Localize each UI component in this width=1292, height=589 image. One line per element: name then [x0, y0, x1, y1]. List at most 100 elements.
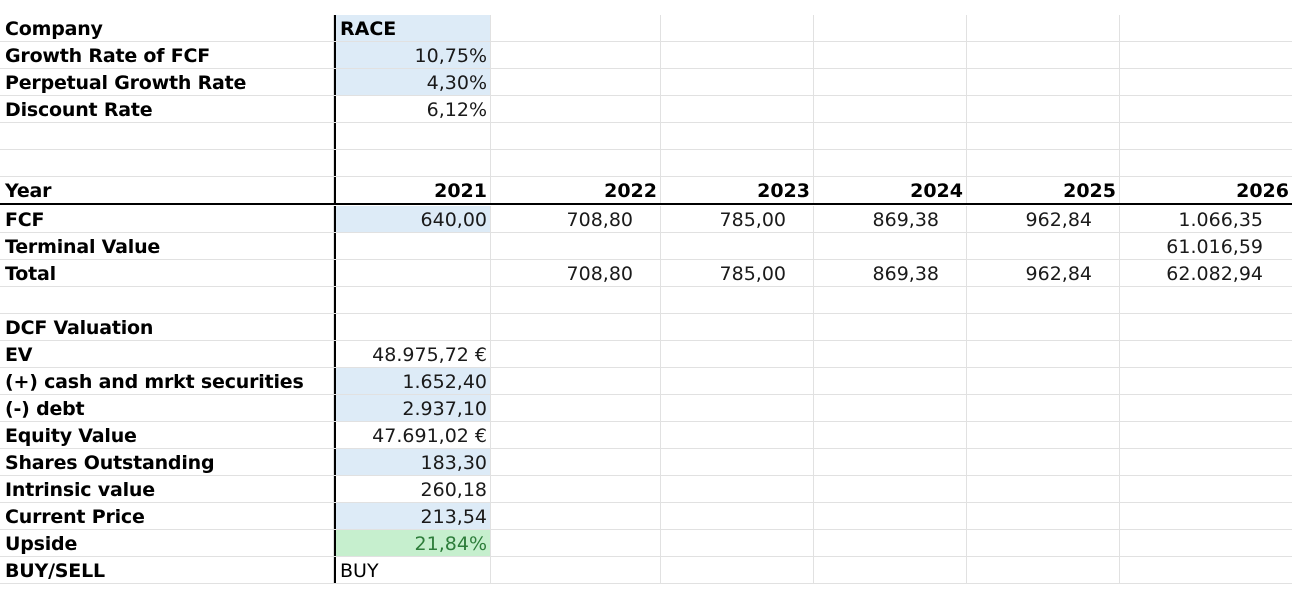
fcf-2021-cell[interactable]: 640,00: [334, 206, 491, 232]
empty-cell[interactable]: [967, 476, 1120, 502]
empty-cell[interactable]: [1120, 476, 1292, 502]
empty-cell[interactable]: [491, 530, 661, 556]
intrinsic-value-cell[interactable]: 260,18: [334, 476, 491, 502]
year-2021-header[interactable]: 2021: [334, 177, 491, 203]
empty-cell[interactable]: [0, 287, 334, 313]
empty-cell[interactable]: [661, 422, 814, 448]
empty-cell[interactable]: [814, 341, 967, 367]
empty-cell[interactable]: [1120, 449, 1292, 475]
perpetual-growth-label[interactable]: Perpetual Growth Rate: [0, 69, 334, 95]
empty-cell[interactable]: [967, 15, 1120, 41]
terminal-value-2026-cell[interactable]: 61.016,59: [1166, 236, 1263, 258]
empty-cell[interactable]: [814, 395, 967, 421]
empty-cell[interactable]: [0, 123, 334, 149]
empty-cell[interactable]: [661, 476, 814, 502]
empty-cell[interactable]: [1120, 395, 1292, 421]
empty-cell[interactable]: [1120, 150, 1292, 176]
empty-cell[interactable]: [0, 150, 334, 176]
empty-cell[interactable]: [491, 449, 661, 475]
fcf-2022-cell[interactable]: 708,80: [491, 206, 661, 232]
year-label[interactable]: Year: [0, 177, 334, 203]
fcf-2026-cell[interactable]: 1.066,35: [1178, 209, 1263, 231]
empty-cell[interactable]: [967, 422, 1120, 448]
year-2026-header[interactable]: 2026: [1236, 180, 1289, 202]
empty-cell[interactable]: [967, 395, 1120, 421]
total-2023-cell[interactable]: 785,00: [661, 260, 814, 286]
empty-cell[interactable]: [1120, 314, 1292, 340]
empty-cell[interactable]: [491, 123, 661, 149]
empty-cell[interactable]: [661, 341, 814, 367]
empty-cell[interactable]: [1120, 96, 1292, 122]
empty-cell[interactable]: [661, 503, 814, 529]
current-price-label[interactable]: Current Price: [0, 503, 334, 529]
empty-cell[interactable]: [1120, 422, 1292, 448]
empty-cell[interactable]: [1120, 368, 1292, 394]
empty-cell[interactable]: [491, 557, 661, 583]
upside-cell[interactable]: 21,84%: [334, 530, 491, 556]
empty-cell[interactable]: [1120, 503, 1292, 529]
empty-cell[interactable]: [814, 314, 967, 340]
empty-cell[interactable]: [1120, 15, 1292, 41]
empty-cell[interactable]: [1120, 341, 1292, 367]
empty-cell[interactable]: [491, 395, 661, 421]
empty-cell[interactable]: [661, 69, 814, 95]
fcf-2025-cell[interactable]: 962,84: [967, 206, 1120, 232]
empty-cell[interactable]: [967, 314, 1120, 340]
empty-cell[interactable]: [661, 395, 814, 421]
empty-cell[interactable]: [491, 341, 661, 367]
empty-cell[interactable]: [334, 123, 491, 149]
empty-cell[interactable]: [491, 503, 661, 529]
debt-label[interactable]: (-) debt: [0, 395, 334, 421]
growth-rate-label[interactable]: Growth Rate of FCF: [0, 42, 334, 68]
empty-cell[interactable]: [967, 287, 1120, 313]
empty-cell[interactable]: [967, 150, 1120, 176]
year-2025-header[interactable]: 2025: [967, 177, 1120, 203]
empty-cell[interactable]: [491, 476, 661, 502]
year-2022-header[interactable]: 2022: [491, 177, 661, 203]
equity-value-label[interactable]: Equity Value: [0, 422, 334, 448]
empty-cell[interactable]: [967, 123, 1120, 149]
terminal-value-2024-cell[interactable]: [814, 233, 967, 259]
empty-cell[interactable]: [814, 69, 967, 95]
year-2024-header[interactable]: 2024: [814, 177, 967, 203]
empty-cell[interactable]: [814, 476, 967, 502]
empty-cell[interactable]: [661, 123, 814, 149]
empty-cell[interactable]: [814, 449, 967, 475]
cash-label[interactable]: (+) cash and mrkt securities: [0, 368, 334, 394]
empty-cell[interactable]: [661, 368, 814, 394]
empty-cell[interactable]: [967, 42, 1120, 68]
empty-cell[interactable]: [814, 42, 967, 68]
empty-cell[interactable]: [661, 42, 814, 68]
buy-sell-cell[interactable]: BUY: [334, 557, 491, 583]
total-2025-cell[interactable]: 962,84: [967, 260, 1120, 286]
empty-cell[interactable]: [967, 449, 1120, 475]
company-cell[interactable]: RACE: [334, 15, 491, 41]
current-price-cell[interactable]: 213,54: [334, 503, 491, 529]
empty-cell[interactable]: [491, 15, 661, 41]
empty-cell[interactable]: [491, 150, 661, 176]
discount-rate-label[interactable]: Discount Rate: [0, 96, 334, 122]
terminal-value-label[interactable]: Terminal Value: [0, 233, 334, 259]
empty-cell[interactable]: [1120, 69, 1292, 95]
shares-outstanding-label[interactable]: Shares Outstanding: [0, 449, 334, 475]
empty-cell[interactable]: [491, 314, 661, 340]
empty-cell[interactable]: [967, 368, 1120, 394]
terminal-value-2021-cell[interactable]: [334, 233, 491, 259]
empty-cell[interactable]: [967, 96, 1120, 122]
empty-cell[interactable]: [661, 150, 814, 176]
empty-cell[interactable]: [334, 150, 491, 176]
upside-label[interactable]: Upside: [0, 530, 334, 556]
empty-cell[interactable]: [661, 96, 814, 122]
empty-cell[interactable]: [661, 15, 814, 41]
intrinsic-value-label[interactable]: Intrinsic value: [0, 476, 334, 502]
fcf-2024-cell[interactable]: 869,38: [814, 206, 967, 232]
empty-cell[interactable]: [814, 287, 967, 313]
empty-cell[interactable]: [1120, 123, 1292, 149]
empty-cell[interactable]: [1120, 530, 1292, 556]
buy-sell-label[interactable]: BUY/SELL: [0, 557, 334, 583]
empty-cell[interactable]: [661, 287, 814, 313]
total-2021-cell[interactable]: [334, 260, 491, 286]
empty-cell[interactable]: [491, 96, 661, 122]
empty-cell[interactable]: [814, 530, 967, 556]
empty-cell[interactable]: [967, 530, 1120, 556]
